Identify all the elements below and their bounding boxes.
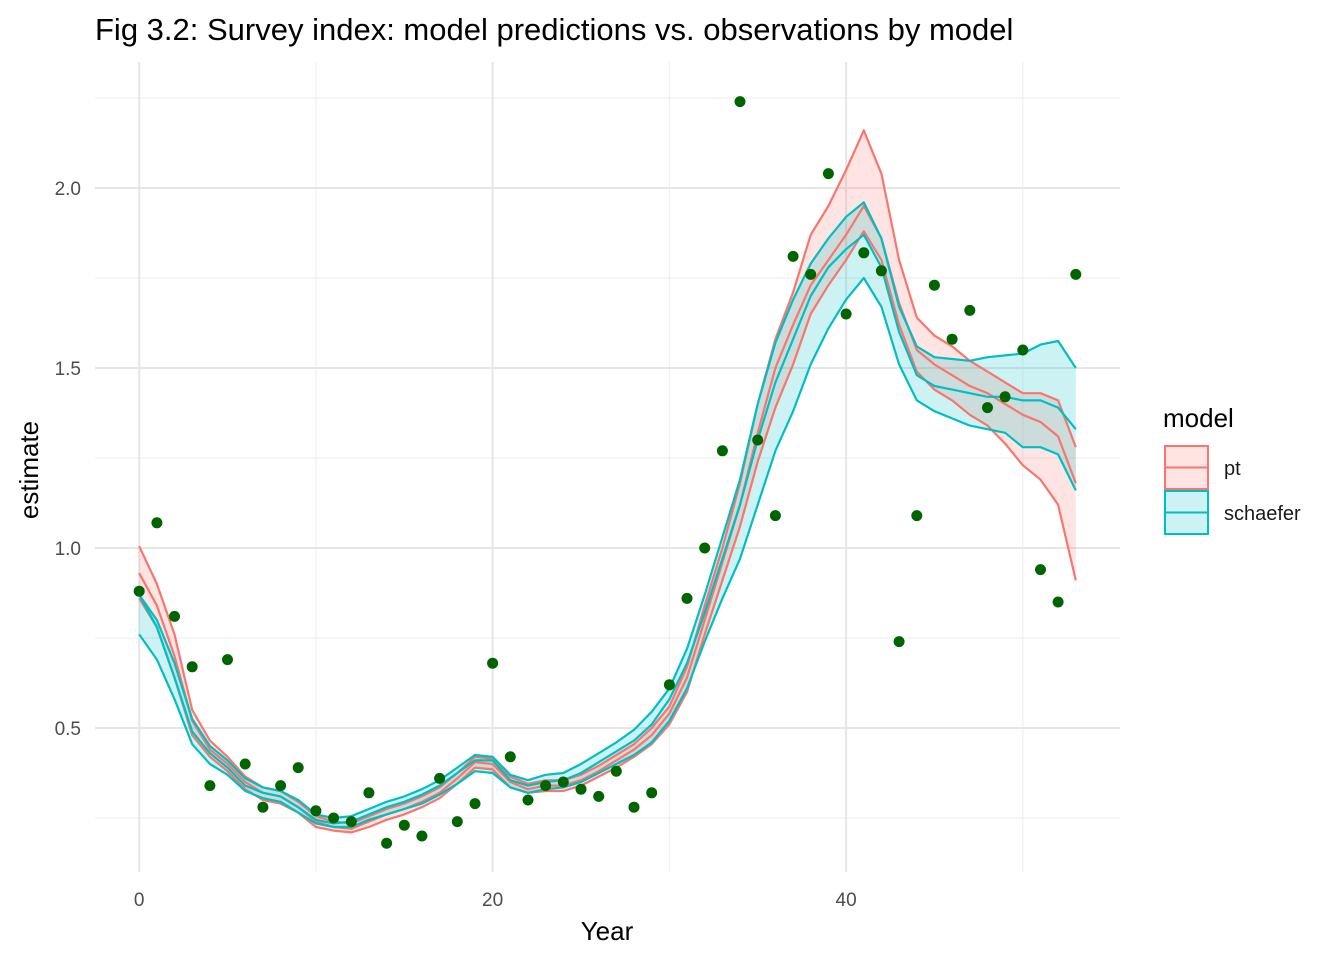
observation-point xyxy=(575,783,587,795)
observation-point xyxy=(434,772,446,784)
observation-point xyxy=(946,333,958,345)
observation-point xyxy=(239,758,251,770)
observation-point xyxy=(469,798,481,810)
chart-title: Fig 3.2: Survey index: model predictions… xyxy=(95,12,1013,47)
observation-point xyxy=(1035,564,1046,576)
y-tick-label: 0.5 xyxy=(55,719,81,740)
y-tick-label: 2.0 xyxy=(55,179,81,200)
observation-point xyxy=(610,765,622,777)
line-schaefer-estimate xyxy=(138,233,1077,825)
x-tick-label: 0 xyxy=(134,890,145,911)
observation-point xyxy=(204,780,216,792)
observation-points xyxy=(133,96,1082,849)
observation-point xyxy=(1052,596,1064,608)
y-tick-label: 1.0 xyxy=(55,539,81,560)
observation-point xyxy=(487,657,499,669)
y-axis-title: estimate xyxy=(14,421,44,519)
observation-point xyxy=(451,816,463,828)
observation-point xyxy=(222,654,233,666)
observation-point xyxy=(734,96,746,108)
observation-point xyxy=(646,787,658,799)
observation-point xyxy=(663,679,675,691)
observation-point xyxy=(169,610,180,622)
observation-point xyxy=(328,812,340,824)
observation-point xyxy=(310,805,322,817)
y-tick-label: 1.5 xyxy=(55,359,81,380)
observation-point xyxy=(593,790,605,802)
observation-point xyxy=(999,391,1011,403)
observation-point xyxy=(875,265,887,277)
observation-point xyxy=(787,250,799,262)
x-axis-title: Year xyxy=(581,916,634,946)
observation-point xyxy=(752,434,764,446)
line-schaefer-upper xyxy=(138,201,1077,820)
observation-point xyxy=(805,268,817,280)
observation-point xyxy=(504,751,516,763)
legend-key-pt xyxy=(1164,445,1209,490)
observation-point xyxy=(186,661,198,673)
legend-label-pt: pt xyxy=(1224,458,1241,480)
observation-point xyxy=(292,762,304,774)
observation-point xyxy=(540,780,552,792)
observation-point xyxy=(1017,344,1029,356)
legend-title: model xyxy=(1163,403,1234,433)
observation-point xyxy=(398,819,410,831)
observation-point xyxy=(822,168,834,180)
ribbon-schaefer xyxy=(139,202,1076,827)
legend: model pt schaefer xyxy=(1163,403,1301,535)
line-pt-lower xyxy=(138,230,1077,834)
observation-point xyxy=(681,592,693,604)
line-schaefer-lower xyxy=(138,276,1077,829)
legend-label-schaefer: schaefer xyxy=(1224,503,1301,525)
observation-point xyxy=(769,510,781,522)
observation-point xyxy=(716,445,728,457)
model-lines xyxy=(138,129,1077,834)
observation-point xyxy=(858,247,870,259)
observation-point xyxy=(381,837,393,849)
observation-point xyxy=(982,402,993,414)
observation-point xyxy=(699,542,711,554)
observation-point xyxy=(275,780,287,792)
observation-point xyxy=(345,816,357,828)
observation-point xyxy=(964,304,976,316)
grid-layer xyxy=(95,62,1120,872)
line-pt-estimate xyxy=(138,204,1077,830)
observation-point xyxy=(1070,268,1082,280)
observation-point xyxy=(522,794,534,806)
observation-point xyxy=(151,517,163,529)
observation-point xyxy=(840,308,852,320)
observation-point xyxy=(133,585,145,597)
observation-point xyxy=(557,776,569,788)
observation-point xyxy=(257,801,269,813)
observation-point xyxy=(628,801,640,813)
observation-point xyxy=(363,787,375,799)
line-pt-upper xyxy=(138,129,1077,825)
x-tick-label: 20 xyxy=(482,890,503,911)
observation-point xyxy=(911,510,923,522)
observation-point xyxy=(893,636,905,648)
observation-point xyxy=(416,830,428,842)
axis-labels: 0 20 40 0.5 1.0 1.5 2.0 xyxy=(55,179,857,911)
legend-key-schaefer xyxy=(1164,490,1209,535)
observation-point xyxy=(928,279,940,291)
x-tick-label: 40 xyxy=(836,890,857,911)
